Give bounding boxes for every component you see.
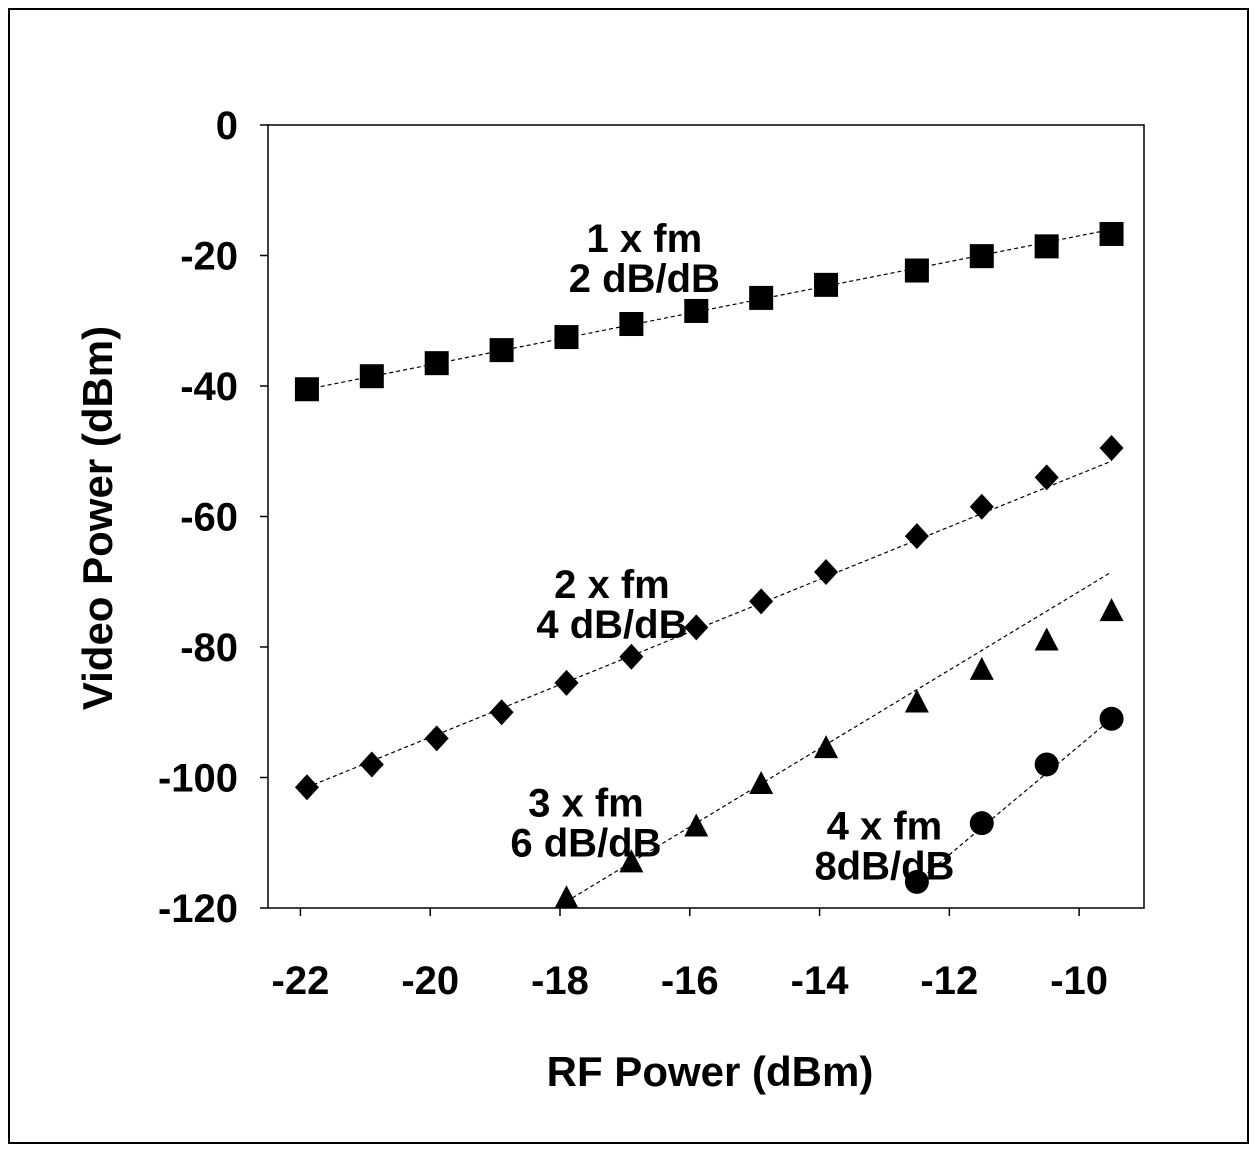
y-tick-label: 0 — [216, 104, 238, 148]
triangle-point — [684, 813, 709, 837]
x-axis: -22 -20 -18 -16 -14 -12 -10 — [272, 908, 1108, 1003]
annotation-line: 6 dB/dB — [510, 822, 661, 866]
x-tick-label: -20 — [401, 959, 459, 1003]
diamond-point — [904, 523, 929, 550]
diamond-point — [489, 699, 514, 726]
x-tick-label: -22 — [272, 959, 330, 1003]
diamond-point — [684, 614, 709, 641]
square-point — [969, 244, 994, 269]
y-tick-label: -100 — [158, 757, 238, 801]
y-tick-label: -20 — [180, 235, 238, 279]
fit-lines — [306, 228, 1112, 902]
square-point — [489, 338, 514, 363]
triangle-point — [904, 689, 929, 713]
diamond-point — [749, 588, 774, 615]
figure-frame — [8, 8, 1249, 1144]
square-point — [294, 377, 319, 402]
circle-point — [904, 869, 929, 894]
diamond-point — [359, 751, 384, 778]
annotations: 1 x fm2 dB/dB 2 x fm4 dB/dB 3 x fm6 dB/dB 4… — [510, 217, 954, 888]
x-tick-label: -16 — [661, 959, 719, 1003]
diamond-point — [1034, 464, 1059, 491]
diamond-point — [969, 493, 994, 520]
triangle-point — [814, 735, 839, 759]
diamond-point — [424, 725, 449, 752]
x-axis-title: RF Power (dBm) — [547, 1048, 874, 1095]
x-tick-label: -14 — [791, 959, 850, 1003]
circle-point — [1034, 752, 1059, 777]
annotation-line: 1 x fm — [587, 217, 703, 261]
diamond-point — [294, 774, 319, 801]
x-tick-label: -10 — [1050, 959, 1108, 1003]
y-tick-label: -120 — [158, 887, 238, 931]
x-tick-label: -12 — [920, 959, 978, 1003]
triangle-point — [969, 656, 994, 680]
y-axis-title: Video Power (dBm) — [74, 326, 121, 710]
annotation-line: 8dB/dB — [814, 844, 954, 888]
square-point — [904, 258, 929, 283]
annotation-line: 2 dB/dB — [569, 257, 720, 301]
square-point — [359, 364, 384, 389]
diamond-point — [814, 558, 839, 585]
fit-line-diamond — [306, 460, 1112, 788]
diamond-point — [619, 643, 644, 670]
diamond-point — [1099, 434, 1124, 461]
square-point — [554, 325, 579, 350]
fit-line-triangle — [566, 571, 1112, 902]
y-tick-label: -40 — [180, 365, 238, 409]
annotation-line: 2 x fm — [554, 563, 670, 607]
annotation-line: 4 x fm — [827, 804, 943, 848]
square-point — [1034, 234, 1059, 259]
square-point — [424, 351, 449, 376]
annotation-line: 3 x fm — [528, 782, 644, 826]
y-tick-label: -80 — [180, 626, 238, 670]
y-tick-label: -60 — [180, 496, 238, 540]
fit-line-circle — [916, 718, 1112, 883]
triangle-point — [554, 885, 579, 909]
square-point — [749, 285, 774, 310]
square-point — [1099, 221, 1124, 246]
circle-point — [1099, 706, 1124, 731]
square-point — [814, 272, 839, 297]
triangle-point — [619, 849, 644, 873]
triangle-point — [1034, 627, 1059, 651]
plot-area — [267, 124, 1145, 909]
y-axis: 0 -20 -40 -60 -80 -100 -120 — [158, 104, 268, 931]
triangle-point — [749, 771, 774, 795]
annotation-line: 4 dB/dB — [536, 603, 687, 647]
diamond-point — [554, 669, 579, 696]
square-point — [619, 312, 644, 337]
data-points — [294, 221, 1124, 909]
x-tick-label: -18 — [531, 959, 589, 1003]
circle-point — [969, 811, 994, 836]
triangle-point — [1099, 598, 1124, 622]
square-point — [684, 298, 709, 323]
